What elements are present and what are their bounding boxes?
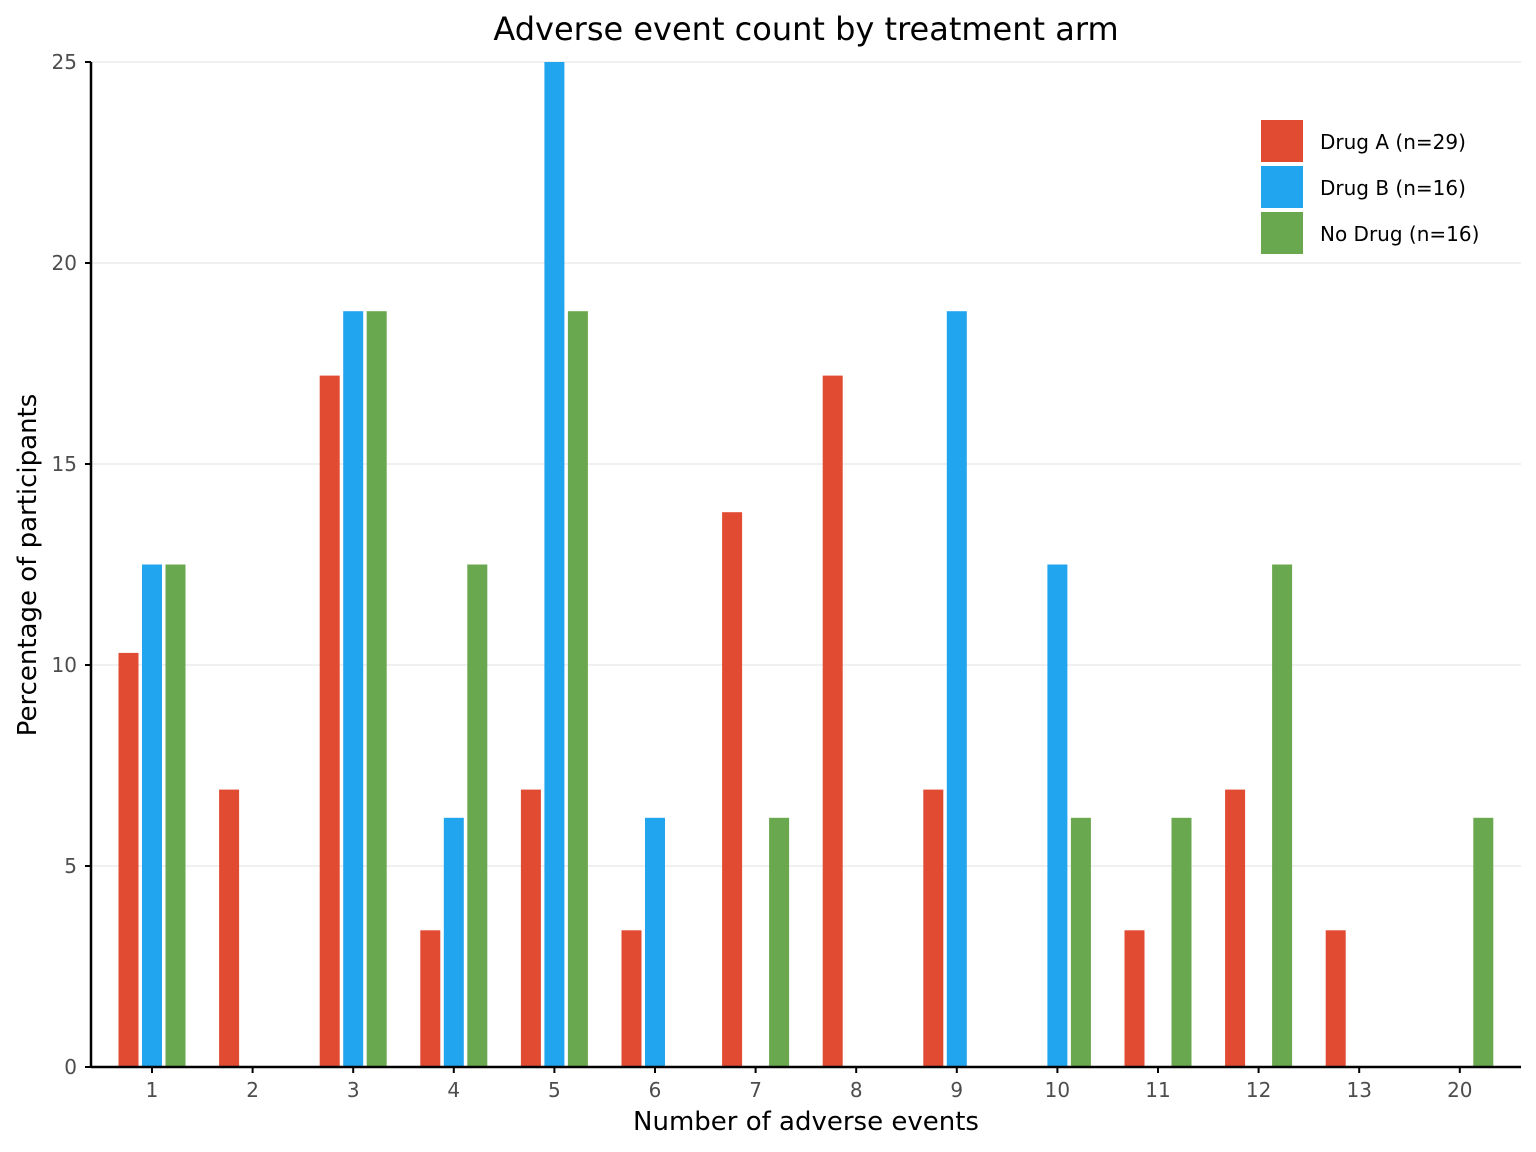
x-tick-label: 6 [649,1078,662,1102]
x-tick-label: 7 [749,1078,762,1102]
bar [1272,564,1293,1067]
bar [420,930,441,1067]
bar [443,817,464,1067]
bar [567,311,588,1067]
legend-swatch [1261,212,1303,254]
bar [520,789,541,1067]
legend-label: No Drug (n=16) [1320,222,1479,246]
chart-title: Adverse event count by treatment arm [493,10,1118,48]
y-tick-label: 5 [64,854,77,878]
x-tick-label: 13 [1346,1078,1371,1102]
bar [319,375,340,1068]
bar [946,311,967,1067]
bar [1070,817,1091,1067]
x-tick-label: 4 [447,1078,460,1102]
bar [118,652,139,1067]
bar [467,564,488,1067]
x-tick-label: 1 [146,1078,159,1102]
x-tick-label: 20 [1447,1078,1472,1102]
y-tick-label: 15 [52,452,77,476]
legend-swatch [1261,166,1303,208]
bar [1325,930,1346,1067]
x-tick-label: 5 [548,1078,561,1102]
x-tick-label: 3 [347,1078,360,1102]
x-tick-label: 11 [1145,1078,1170,1102]
bar [1047,564,1068,1067]
x-axis-label: Number of adverse events [633,1107,979,1137]
bar [544,62,565,1067]
bar [722,512,743,1067]
bar [923,789,944,1067]
bar [621,930,642,1067]
bar [1225,789,1246,1067]
y-axis-label: Percentage of participants [13,394,43,737]
y-tick-label: 0 [64,1055,77,1079]
legend-swatch [1261,120,1303,162]
grid-layer [91,61,1521,867]
bar [1124,930,1145,1067]
bar [165,564,186,1067]
bar [822,375,843,1068]
y-tick-label: 25 [52,50,77,74]
x-tick-label: 12 [1246,1078,1271,1102]
legend-label: Drug B (n=16) [1320,176,1466,200]
bar [366,311,387,1067]
x-tick-label: 10 [1045,1078,1070,1102]
bar [1473,817,1494,1067]
legend-label: Drug A (n=29) [1320,130,1466,154]
bar-layer [118,62,1494,1068]
bar [219,789,240,1067]
x-tick-label: 8 [850,1078,863,1102]
x-tick-label: 9 [950,1078,963,1102]
bar [1171,817,1192,1067]
y-tick-label: 10 [52,653,77,677]
bar [769,817,790,1067]
legend: Drug A (n=29) Drug B (n=16) No Drug (n=16) [1261,120,1479,254]
bar [645,817,665,1067]
bar [142,564,162,1067]
y-tick-label: 20 [52,251,77,275]
x-tick-label: 2 [246,1078,259,1102]
bar [343,311,364,1067]
